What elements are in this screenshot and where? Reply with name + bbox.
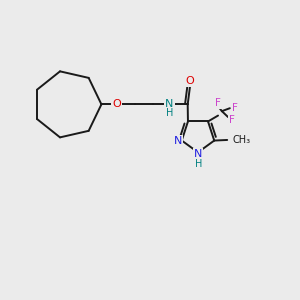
Text: CH₃: CH₃ <box>232 135 250 145</box>
Text: O: O <box>112 99 121 110</box>
Text: F: F <box>215 98 221 108</box>
Text: N: N <box>165 99 174 110</box>
Text: F: F <box>232 103 238 113</box>
Text: N: N <box>194 149 202 159</box>
Text: O: O <box>186 76 194 86</box>
Text: H: H <box>166 108 173 118</box>
Text: N: N <box>174 136 182 146</box>
Text: H: H <box>195 158 202 169</box>
Text: F: F <box>229 115 235 125</box>
